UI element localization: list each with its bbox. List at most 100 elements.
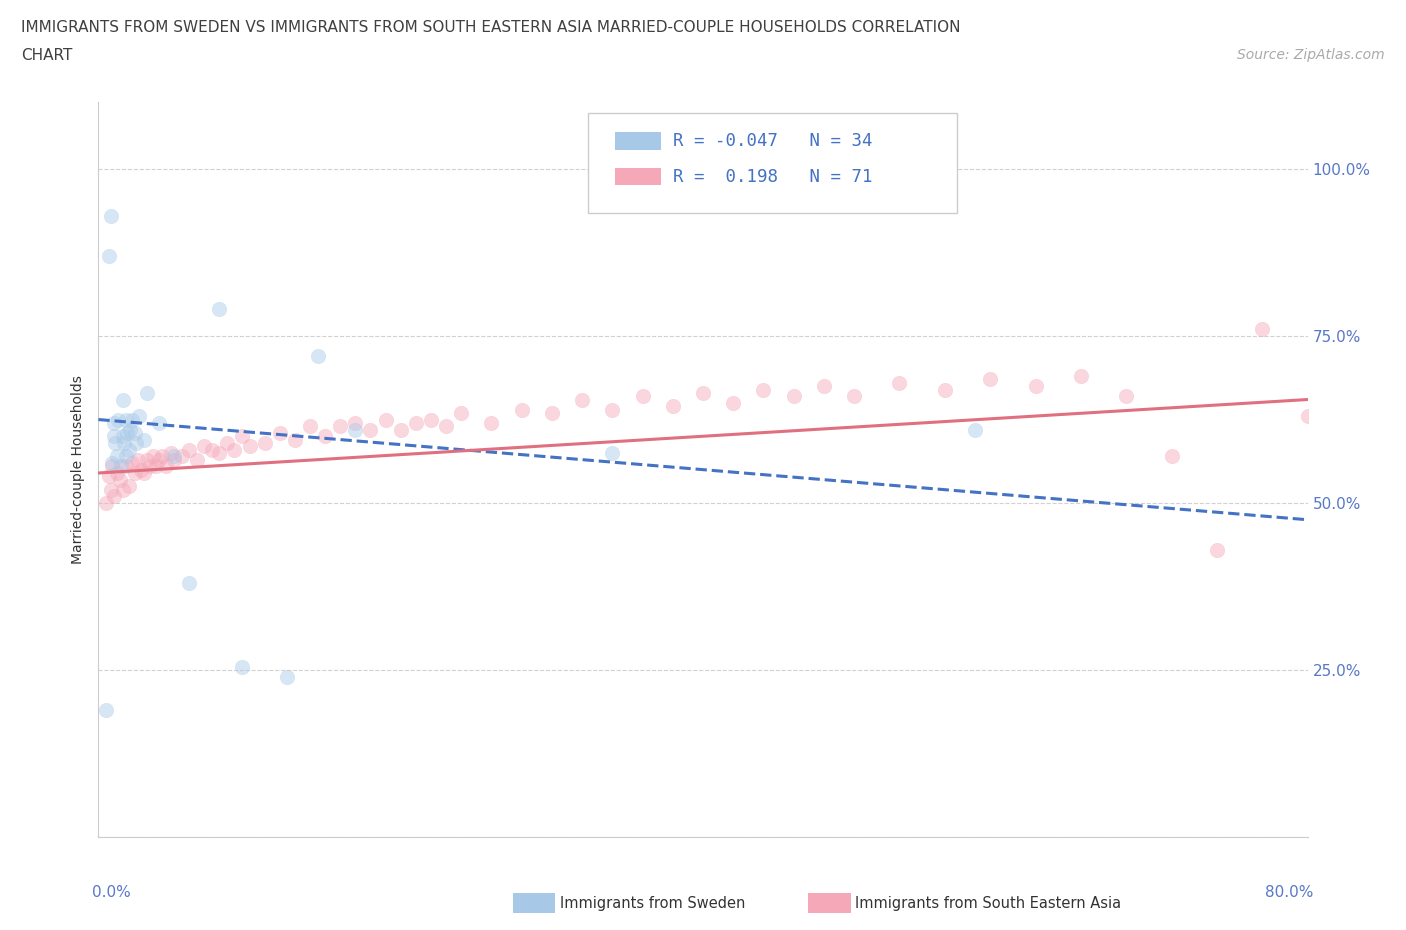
FancyBboxPatch shape xyxy=(614,167,661,185)
Point xyxy=(148,416,170,431)
Text: Immigrants from Sweden: Immigrants from Sweden xyxy=(560,896,745,910)
FancyBboxPatch shape xyxy=(614,132,661,150)
Point xyxy=(193,439,215,454)
Point xyxy=(94,496,117,511)
Point xyxy=(269,426,291,441)
Point xyxy=(602,445,624,460)
Point xyxy=(723,395,745,410)
Point xyxy=(125,435,148,450)
Point xyxy=(239,439,262,454)
Point xyxy=(201,442,224,457)
Point xyxy=(101,458,124,473)
Point xyxy=(224,442,246,457)
Point xyxy=(389,422,412,437)
Point xyxy=(139,458,162,473)
Text: R =  0.198   N = 71: R = 0.198 N = 71 xyxy=(672,167,872,185)
Point xyxy=(114,449,136,464)
Point xyxy=(752,382,775,397)
Point xyxy=(104,435,127,450)
Point xyxy=(360,422,382,437)
Point xyxy=(186,452,208,467)
Point xyxy=(150,449,173,464)
Point xyxy=(344,416,367,431)
Point xyxy=(170,449,193,464)
Point xyxy=(100,483,122,498)
Point xyxy=(692,385,714,400)
Point xyxy=(103,489,125,504)
Point xyxy=(299,418,322,433)
Point xyxy=(420,412,443,427)
Text: Immigrants from South Eastern Asia: Immigrants from South Eastern Asia xyxy=(855,896,1121,910)
Point xyxy=(129,462,152,477)
Point xyxy=(115,426,138,441)
Point xyxy=(179,576,201,591)
Point xyxy=(965,422,987,437)
Point xyxy=(934,382,956,397)
Point xyxy=(163,452,186,467)
FancyBboxPatch shape xyxy=(588,113,957,213)
Point xyxy=(121,456,143,471)
Point xyxy=(118,442,141,457)
Point xyxy=(631,389,654,404)
Point xyxy=(434,418,457,433)
Point xyxy=(103,416,125,431)
Point xyxy=(94,703,117,718)
Point xyxy=(215,435,238,450)
Point xyxy=(284,432,307,447)
Point xyxy=(148,452,170,467)
Point xyxy=(121,412,143,427)
Point xyxy=(602,402,624,417)
Point xyxy=(163,449,186,464)
Point xyxy=(105,449,128,464)
Point xyxy=(1206,542,1229,557)
Point xyxy=(1296,409,1319,424)
Point xyxy=(98,248,121,263)
Text: 80.0%: 80.0% xyxy=(1265,884,1313,899)
Text: 0.0%: 0.0% xyxy=(93,884,131,899)
Point xyxy=(111,429,134,444)
Text: R = -0.047   N = 34: R = -0.047 N = 34 xyxy=(672,132,872,151)
Text: IMMIGRANTS FROM SWEDEN VS IMMIGRANTS FROM SOUTH EASTERN ASIA MARRIED-COUPLE HOUS: IMMIGRANTS FROM SWEDEN VS IMMIGRANTS FRO… xyxy=(21,20,960,35)
Point xyxy=(979,372,1001,387)
Point xyxy=(374,412,396,427)
Point xyxy=(107,412,129,427)
Point xyxy=(540,405,562,420)
Point xyxy=(135,385,157,400)
Y-axis label: Married-couple Households: Married-couple Households xyxy=(72,375,86,565)
Point xyxy=(114,412,136,427)
Point xyxy=(124,466,146,481)
Point xyxy=(208,302,231,317)
Point xyxy=(276,670,298,684)
Point xyxy=(120,422,142,437)
Text: Source: ZipAtlas.com: Source: ZipAtlas.com xyxy=(1237,48,1385,62)
Point xyxy=(98,469,121,484)
Point xyxy=(1251,322,1274,337)
Point xyxy=(155,458,177,473)
Point xyxy=(208,445,231,460)
Point xyxy=(160,445,183,460)
Point xyxy=(450,405,472,420)
Point xyxy=(111,483,134,498)
Point xyxy=(103,429,125,444)
Point xyxy=(132,432,155,447)
Point xyxy=(571,392,593,407)
Point xyxy=(101,456,124,471)
Point xyxy=(179,442,201,457)
Point xyxy=(1070,368,1092,383)
Point xyxy=(105,466,128,481)
Point xyxy=(1115,389,1137,404)
Point xyxy=(481,416,503,431)
Point xyxy=(307,349,329,364)
Text: CHART: CHART xyxy=(21,48,73,63)
Point xyxy=(112,435,135,450)
Point xyxy=(145,458,167,473)
Point xyxy=(114,458,136,473)
Point xyxy=(118,479,141,494)
Point xyxy=(135,452,157,467)
Point xyxy=(889,376,911,391)
Point xyxy=(1024,379,1046,393)
Point xyxy=(110,458,132,473)
Point xyxy=(124,426,146,441)
Point xyxy=(344,422,367,437)
Point xyxy=(128,409,150,424)
